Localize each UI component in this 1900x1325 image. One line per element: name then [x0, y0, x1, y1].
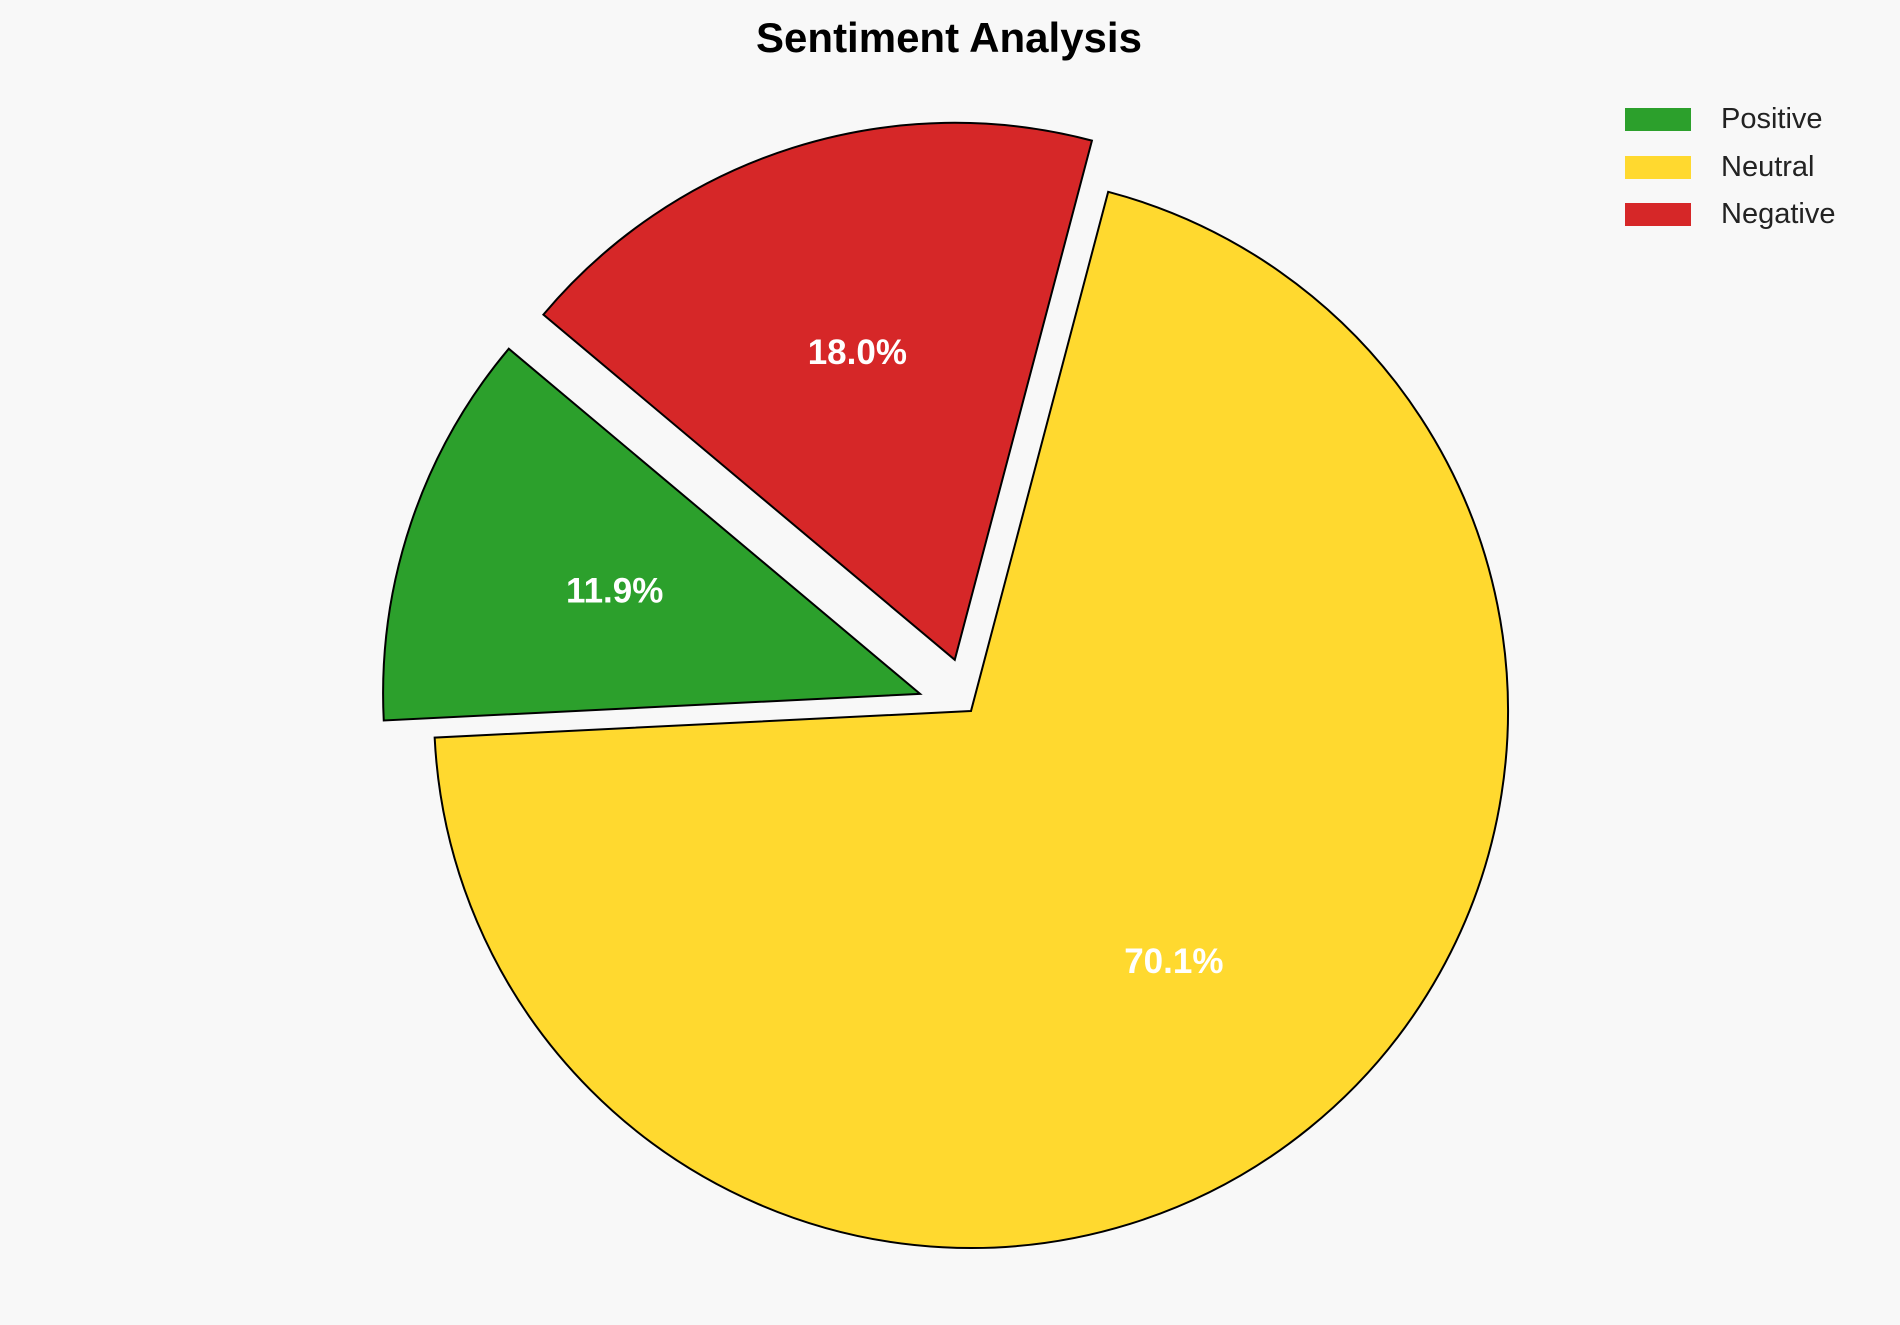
chart-title: Sentiment Analysis [756, 14, 1142, 61]
legend-label: Neutral [1721, 150, 1815, 183]
legend-label: Positive [1721, 103, 1823, 136]
legend-swatch [1625, 203, 1691, 227]
slice-value-label: 70.1% [1124, 942, 1223, 981]
slice-value-label: 11.9% [566, 572, 663, 611]
legend: Positive Neutral Negative [1625, 96, 1835, 239]
legend-item-positive: Positive [1625, 96, 1835, 144]
legend-item-negative: Negative [1625, 191, 1835, 239]
legend-swatch [1625, 108, 1691, 132]
legend-item-neutral: Neutral [1625, 144, 1835, 192]
legend-label: Negative [1721, 198, 1836, 231]
legend-swatch [1625, 155, 1691, 179]
pie-slice-negative [541, 121, 1094, 662]
slice-value-label: 18.0% [808, 333, 907, 372]
pie-slice-positive [382, 347, 923, 722]
pie-slice-neutral [433, 190, 1509, 1249]
